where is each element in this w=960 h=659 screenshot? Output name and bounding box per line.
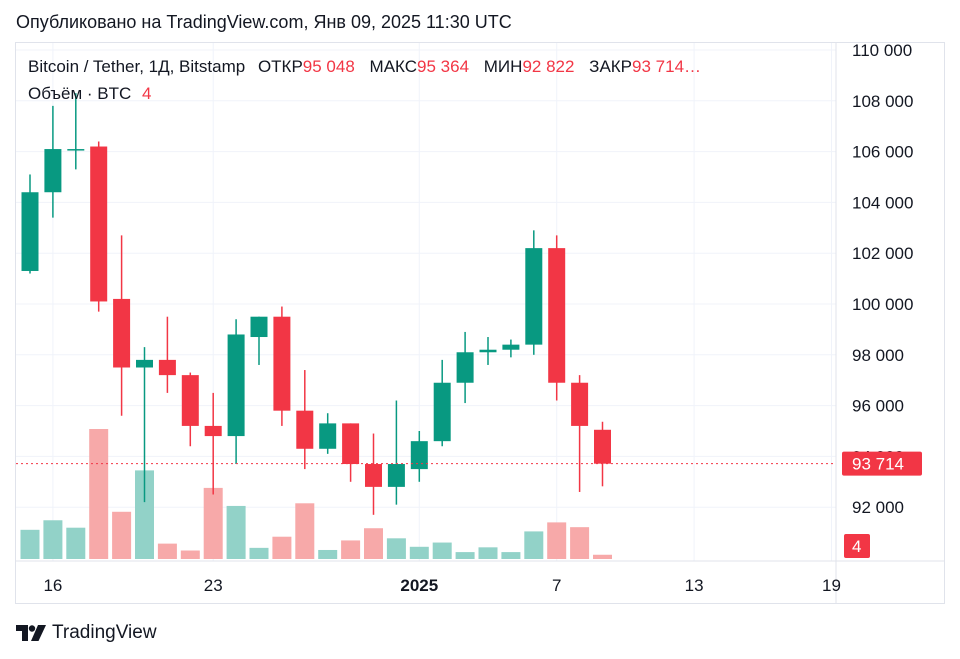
volume-bar — [20, 529, 40, 559]
y-tick-label: 110 000 — [852, 43, 912, 60]
volume-bar — [570, 527, 590, 559]
legend-low-label: МИН — [483, 57, 523, 76]
y-tick-label: 96 000 — [852, 397, 904, 416]
candle-body — [136, 359, 153, 368]
volume-bar — [386, 538, 406, 559]
candle-body — [548, 248, 566, 383]
volume-bar — [295, 503, 315, 559]
x-tick-label: 13 — [685, 576, 704, 595]
legend-low-value: 92 822 — [522, 57, 575, 76]
volume-bar — [180, 550, 200, 559]
x-tick-label: 2025 — [400, 576, 438, 595]
volume-bar — [43, 520, 63, 559]
candle-body — [67, 149, 85, 151]
tradingview-logo[interactable]: TradingView — [16, 622, 157, 644]
y-tick-label: 106 000 — [852, 143, 913, 162]
volume-bar — [364, 528, 383, 559]
volume-bar — [66, 527, 86, 559]
volume-bar — [593, 554, 612, 559]
candle-body — [410, 441, 428, 470]
y-tick-label: 100 000 — [852, 295, 913, 314]
legend-volume-label[interactable]: Объём · BTC — [28, 84, 132, 103]
candle-body — [342, 423, 360, 465]
candle-body — [296, 410, 314, 449]
candle-body — [571, 382, 589, 426]
volume-bar — [478, 547, 498, 559]
volume-bar — [249, 547, 269, 559]
candle-body — [525, 248, 543, 345]
last-price-label: 93 714 — [852, 455, 904, 474]
candle-body — [21, 192, 39, 271]
y-tick-label: 98 000 — [852, 346, 904, 365]
volume-bar — [318, 549, 338, 559]
volume-bar — [547, 522, 567, 559]
volume-badge — [844, 534, 870, 558]
volume-bar — [135, 470, 154, 559]
legend-close-value: 93 714… — [632, 57, 702, 76]
candle-body — [250, 316, 268, 338]
y-tick-label: 102 000 — [852, 244, 913, 263]
last-price-badge — [842, 451, 922, 476]
candle-body — [204, 425, 222, 437]
x-tick-label: 7 — [552, 576, 561, 595]
volume-bar — [432, 542, 452, 559]
legend-high-value: 95 364 — [417, 57, 470, 76]
candle-body — [365, 464, 382, 487]
candle-body — [479, 349, 497, 353]
x-tick-label: 23 — [204, 576, 223, 595]
candle-body — [319, 423, 337, 449]
candle-body — [433, 382, 451, 442]
candle-body — [227, 334, 245, 437]
candle-body — [44, 149, 62, 193]
volume-bar — [157, 543, 177, 559]
x-tick-label: 19 — [822, 576, 841, 595]
candle-body — [113, 298, 131, 368]
volume-bar — [341, 540, 361, 559]
volume-bar — [112, 511, 132, 559]
legend-volume-value: 4 — [142, 84, 152, 103]
candle-body — [456, 352, 474, 383]
y-tick-label: 92 000 — [852, 498, 904, 517]
legend-open-value: 95 048 — [302, 57, 355, 76]
tradingview-logo-text: TradingView — [52, 622, 157, 643]
volume-bar — [524, 531, 544, 559]
volume-bar — [409, 546, 429, 559]
volume-bar — [226, 505, 246, 559]
volume-bar — [89, 429, 109, 559]
legend-symbol[interactable]: Bitcoin / Tether, 1Д, Bitstamp — [28, 57, 246, 76]
volume-badge-label: 4 — [852, 537, 861, 556]
volume-bar — [455, 552, 475, 559]
legend-close-label: ЗАКР — [589, 57, 633, 76]
candle-body — [273, 316, 291, 411]
chart-legend-volume: Объём · BTC 4 — [28, 84, 161, 104]
x-tick-label: 16 — [43, 576, 62, 595]
y-tick-label: 104 000 — [852, 193, 913, 212]
legend-open-label: ОТКР — [257, 57, 303, 76]
published-caption: Опубликовано на TradingView.com, Янв 09,… — [16, 12, 512, 32]
candle-body — [387, 464, 405, 487]
candle-body — [90, 146, 108, 302]
y-tick-label: 108 000 — [852, 92, 913, 111]
volume-bar — [203, 487, 223, 559]
tradingview-logo-icon — [16, 625, 46, 641]
candle-body — [594, 429, 611, 464]
volume-bar — [501, 552, 521, 559]
candle-body — [181, 375, 199, 426]
candle-body — [158, 359, 176, 376]
chart-legend-ohlc: Bitcoin / Tether, 1Д, Bitstamp ОТКР95 04… — [28, 57, 711, 77]
candle-body — [502, 344, 520, 350]
volume-bar — [272, 536, 292, 559]
legend-high-label: МАКС — [369, 57, 418, 76]
